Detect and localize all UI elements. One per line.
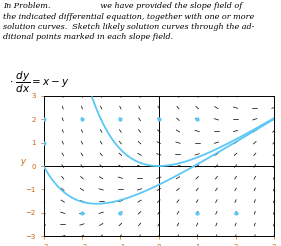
Text: $\cdot\ \dfrac{dy}{dx} = x - y$: $\cdot\ \dfrac{dy}{dx} = x - y$ (9, 70, 70, 95)
Text: In Problem.                    we have provided the slope field of
the indicated: In Problem. we have provided the slope f… (3, 2, 254, 41)
Y-axis label: y: y (20, 157, 25, 166)
